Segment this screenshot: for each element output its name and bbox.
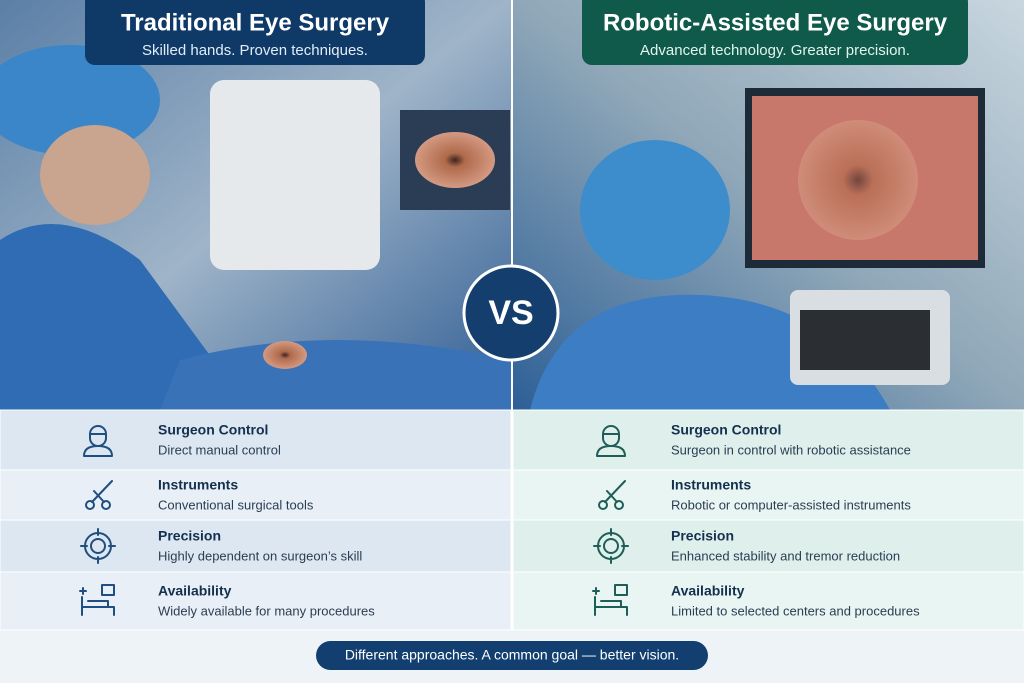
row-icon: [85, 480, 113, 510]
icon: [596, 425, 626, 457]
row-text: Direct manual control: [158, 442, 281, 457]
header-box: [85, 0, 425, 65]
row-background: [512, 519, 1024, 573]
row-icon: [593, 528, 629, 564]
icon: [85, 480, 113, 510]
row-title: Surgeon Control: [158, 422, 268, 438]
row-title: Precision: [158, 528, 221, 544]
row-background: [0, 409, 512, 471]
row-title: Availability: [671, 583, 745, 599]
footer-text: Different approaches. A common goal — be…: [345, 647, 679, 663]
panel-title: Robotic-Assisted Eye Surgery: [603, 9, 948, 36]
row-background: [512, 571, 1024, 631]
row-text: Robotic or computer-assisted instruments: [671, 497, 911, 512]
row-background: [512, 409, 1024, 471]
row-icon: [598, 480, 626, 510]
icon: [593, 528, 629, 564]
footer-pill: [316, 641, 708, 670]
icon: [83, 425, 113, 457]
row-text: Highly dependent on surgeon’s skill: [158, 548, 362, 563]
panel-subtitle: Advanced technology. Greater precision.: [640, 42, 910, 59]
icon: [598, 480, 626, 510]
row-title: Surgeon Control: [671, 422, 781, 438]
header-box: [582, 0, 968, 65]
icon: [592, 584, 628, 616]
panel-subtitle: Skilled hands. Proven techniques.: [142, 42, 368, 59]
row-title: Availability: [158, 583, 232, 599]
row-background: [0, 519, 512, 573]
row-text: Enhanced stability and tremor reduction: [671, 548, 900, 563]
row-text: Limited to selected centers and procedur…: [671, 603, 920, 618]
row-icon: [592, 584, 628, 616]
icon: [80, 528, 116, 564]
icon: [79, 584, 115, 616]
panel-title: Traditional Eye Surgery: [121, 9, 390, 36]
row-icon: [80, 528, 116, 564]
row-icon: [79, 584, 115, 616]
row-title: Instruments: [158, 477, 238, 493]
vs-badge: [462, 264, 560, 362]
row-background: [0, 571, 512, 631]
row-text: Widely available for many procedures: [158, 603, 375, 618]
photo-detail: [0, 45, 985, 410]
row-title: Instruments: [671, 477, 751, 493]
row-icon: [596, 425, 626, 457]
row-background: [0, 469, 512, 521]
row-text: Conventional surgical tools: [158, 497, 314, 512]
row-title: Precision: [671, 528, 734, 544]
row-background: [512, 469, 1024, 521]
row-icon: [83, 425, 113, 457]
row-text: Surgeon in control with robotic assistan…: [671, 442, 911, 457]
vs-label: VS: [488, 294, 533, 332]
